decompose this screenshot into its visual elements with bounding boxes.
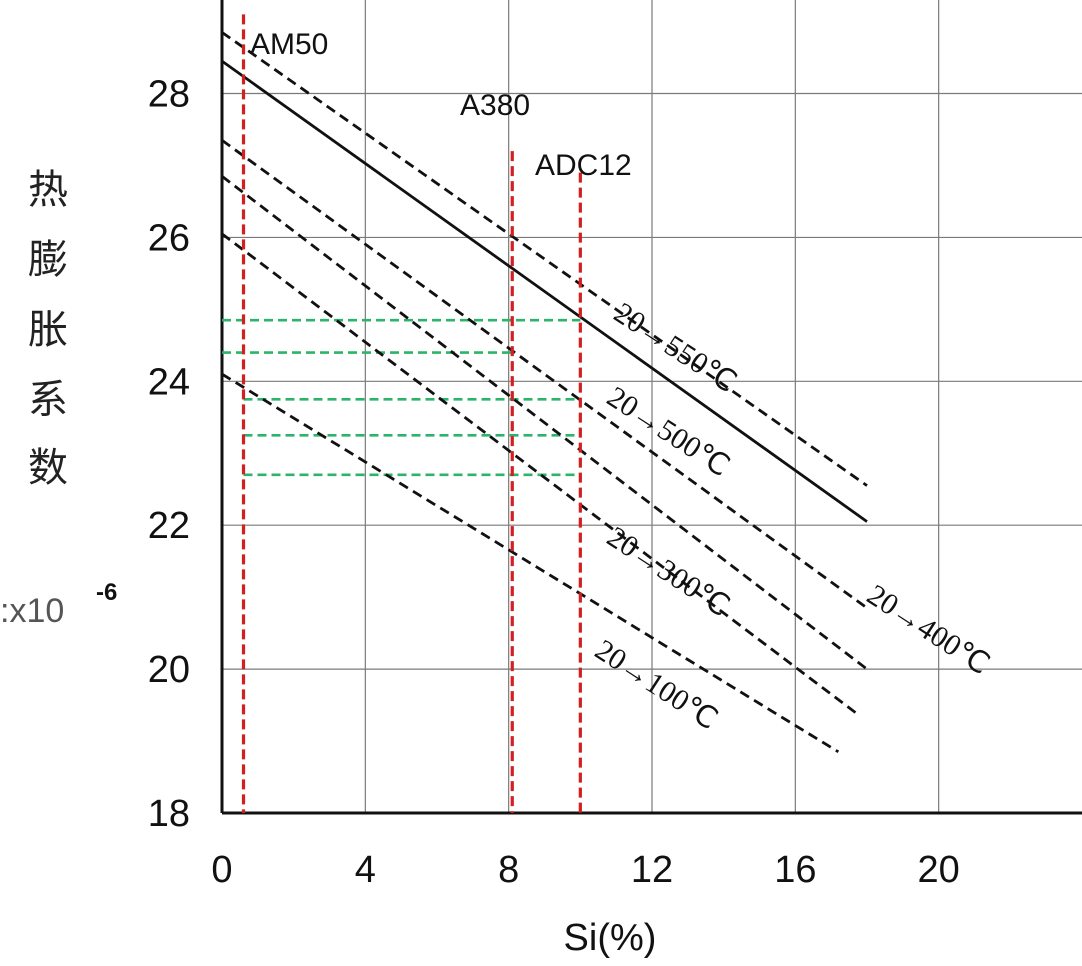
- ylabel-char-3: 胀: [28, 307, 68, 353]
- x-tick-label: 12: [631, 849, 673, 891]
- x-tick-label: 8: [498, 849, 519, 891]
- y-tick-label: 18: [148, 793, 190, 835]
- curve-label-500: 20→500℃: [601, 380, 735, 483]
- y-tick-label: 28: [148, 74, 190, 116]
- y-tick-label: 26: [148, 217, 190, 259]
- x-tick-label: 16: [774, 849, 816, 891]
- series-lines: [221, 31, 868, 754]
- ylabel-char-4: 系: [28, 377, 68, 423]
- series-line-550: [221, 31, 868, 487]
- curve-label-100: 20→100℃: [589, 633, 723, 736]
- reference-lines: [222, 318, 581, 477]
- ylabel-char-1: 热: [28, 167, 68, 213]
- x-axis-label: Si(%): [564, 917, 657, 959]
- alloy-label-am50: AM50: [250, 28, 328, 61]
- y-unit-exponent: -6: [96, 579, 117, 606]
- y-tick-label: 20: [148, 649, 190, 691]
- curve-label-400: 20→400℃: [861, 578, 995, 681]
- series-line-solid: [221, 60, 868, 523]
- y-tick-label: 24: [148, 361, 190, 403]
- y-unit: :x10: [0, 592, 64, 630]
- series-line-300: [221, 232, 861, 717]
- axes: [220, 0, 1082, 815]
- x-tick-label: 0: [211, 849, 232, 891]
- series-line-400: [221, 175, 868, 671]
- ylabel-char-2: 膨: [28, 237, 68, 283]
- alloy-label-a380: A380: [460, 89, 530, 122]
- series-line-500: [221, 139, 868, 610]
- curve-label-300: 20→300℃: [601, 520, 735, 623]
- x-tick-label: 4: [355, 849, 376, 891]
- series-line-100: [221, 372, 840, 754]
- ylabel-char-5: 数: [28, 445, 68, 491]
- y-tick-label: 22: [148, 505, 190, 547]
- x-tick-label: 20: [918, 849, 960, 891]
- alloy-label-adc12: ADC12: [535, 149, 632, 182]
- grid: [222, 0, 1082, 813]
- alloy-lines: [241, 14, 582, 813]
- tick-labels: 0 4 8 12 16 20 18 20 22 24 26 28: [148, 74, 960, 891]
